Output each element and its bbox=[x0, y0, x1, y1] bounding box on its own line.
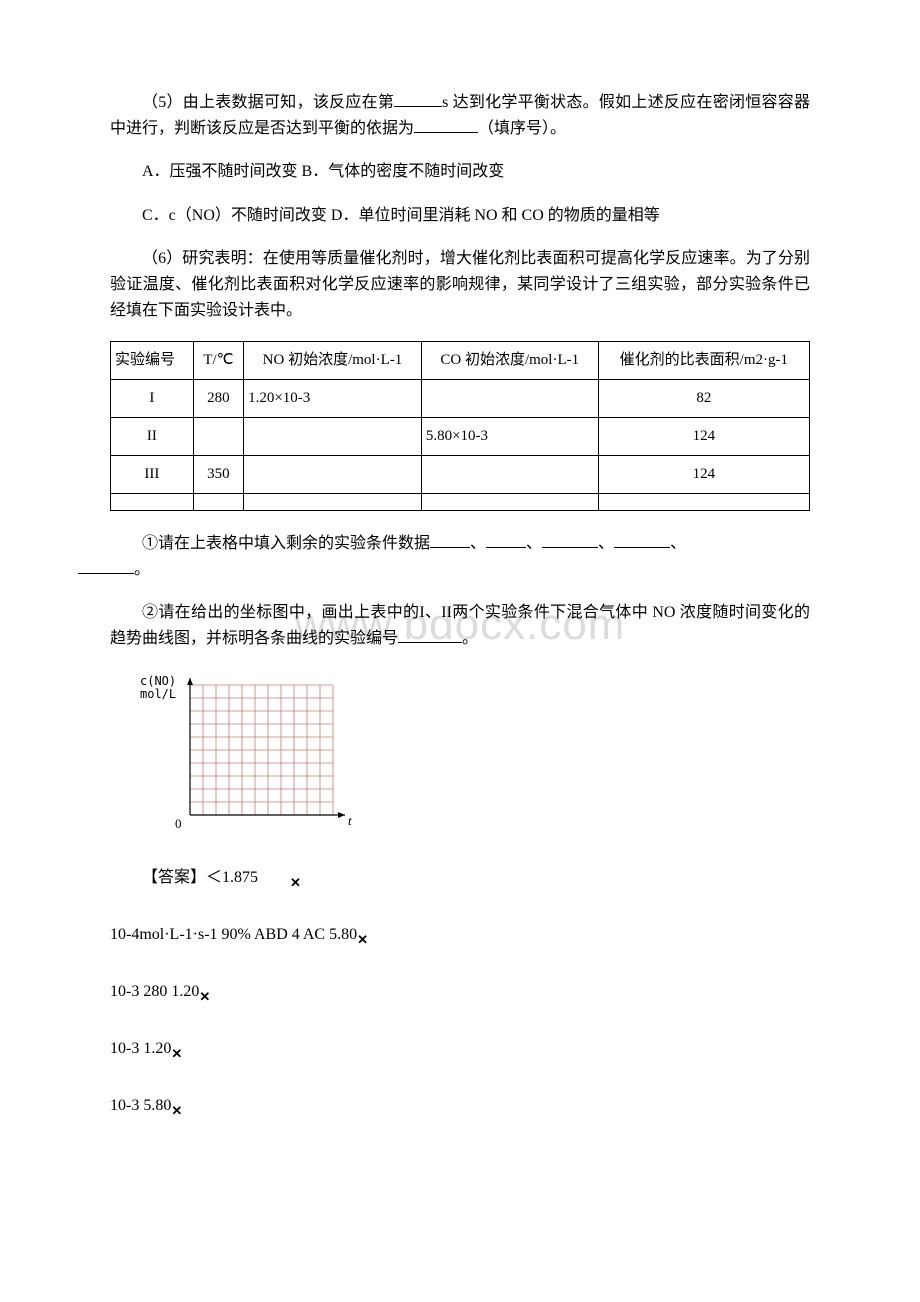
answer-2-text: 10-4mol·L-1·s-1 90% ABD 4 AC 5.80 bbox=[110, 926, 357, 943]
answer-1-text: ＜1.875 bbox=[206, 869, 258, 886]
page-content: （5）由上表数据可知，该反应在第s 达到化学平衡状态。假如上述反应在密闭恒容容器… bbox=[110, 90, 810, 1125]
graph-container: c(NO) mol/L 0 t bbox=[130, 670, 810, 840]
cell: III bbox=[111, 456, 194, 494]
question-5: （5）由上表数据可知，该反应在第s 达到化学平衡状态。假如上述反应在密闭恒容容器… bbox=[110, 90, 810, 141]
q6-2-post: 。 bbox=[462, 630, 478, 647]
blank-q61c bbox=[542, 532, 598, 548]
options-cd: C．c（NO）不随时间改变 D．单位时间里消耗 NO 和 CO 的物质的量相等 bbox=[110, 203, 810, 229]
cell: 5.80×10-3 bbox=[421, 418, 598, 456]
mult-icon: ✕ bbox=[171, 1040, 182, 1068]
cell bbox=[193, 494, 243, 511]
cell bbox=[111, 494, 194, 511]
blank-q61e bbox=[78, 558, 134, 574]
cell bbox=[244, 494, 422, 511]
blank-q62 bbox=[398, 627, 462, 643]
cell bbox=[244, 456, 422, 494]
x-axis-label: t bbox=[348, 813, 352, 828]
options-ab: A．压强不随时间改变 B．气体的密度不随时间改变 bbox=[110, 159, 810, 185]
cell: 1.20×10-3 bbox=[244, 380, 422, 418]
blank-q5a bbox=[394, 91, 442, 107]
table-row bbox=[111, 494, 810, 511]
q6-1-pre: ①请在上表格中填入剩余的实验条件数据 bbox=[142, 535, 430, 552]
cell bbox=[244, 418, 422, 456]
answer-prefix: 【答案】 bbox=[142, 869, 206, 886]
col-header: 实验编号 bbox=[111, 342, 194, 380]
blank-q5b bbox=[414, 117, 478, 133]
cell bbox=[421, 456, 598, 494]
cell: 124 bbox=[598, 418, 809, 456]
cell: I bbox=[111, 380, 194, 418]
table-row: I 280 1.20×10-3 82 bbox=[111, 380, 810, 418]
cell: 82 bbox=[598, 380, 809, 418]
origin-label: 0 bbox=[175, 816, 182, 831]
answer-3-text: 10-3 280 1.20 bbox=[110, 983, 199, 1000]
col-header: NO 初始浓度/mol·L-1 bbox=[244, 342, 422, 380]
col-header: CO 初始浓度/mol·L-1 bbox=[421, 342, 598, 380]
cell: 350 bbox=[193, 456, 243, 494]
col-header: 催化剂的比表面积/m2·g-1 bbox=[598, 342, 809, 380]
mult-icon: ✕ bbox=[357, 926, 368, 954]
mult-icon: ✕ bbox=[199, 983, 210, 1011]
q5-pre: （5）由上表数据可知，该反应在第 bbox=[142, 94, 394, 111]
table-header-row: 实验编号 T/℃ NO 初始浓度/mol·L-1 CO 初始浓度/mol·L-1… bbox=[111, 342, 810, 380]
cell bbox=[598, 494, 809, 511]
mult-icon: ✕ bbox=[258, 869, 301, 897]
col-header: T/℃ bbox=[193, 342, 243, 380]
question-6-1: ①请在上表格中填入剩余的实验条件数据、、、、。 bbox=[110, 531, 810, 582]
blank-q61d bbox=[614, 532, 670, 548]
mult-icon: ✕ bbox=[171, 1097, 182, 1125]
cell bbox=[421, 494, 598, 511]
experiment-table: 实验编号 T/℃ NO 初始浓度/mol·L-1 CO 初始浓度/mol·L-1… bbox=[110, 341, 810, 511]
question-6-2: ②请在给出的坐标图中，画出上表中的I、II两个实验条件下混合气体中 NO 浓度随… bbox=[110, 600, 810, 651]
table-row: II 5.80×10-3 124 bbox=[111, 418, 810, 456]
y-axis-label-1: c(NO) bbox=[140, 674, 176, 688]
answer-line-2: 10-4mol·L-1·s-1 90% ABD 4 AC 5.80✕ bbox=[110, 917, 810, 954]
answer-5-text: 10-3 5.80 bbox=[110, 1097, 171, 1114]
y-axis-label-2: mol/L bbox=[140, 687, 176, 701]
q5-post: （填序号）。 bbox=[478, 120, 566, 137]
blank-q61a bbox=[430, 532, 470, 548]
answer-line-3: 10-3 280 1.20✕ bbox=[110, 974, 810, 1011]
answer-4-text: 10-3 1.20 bbox=[110, 1040, 171, 1057]
answer-line-1: 【答案】＜1.875✕ bbox=[110, 860, 810, 897]
cell bbox=[421, 380, 598, 418]
blank-q61b bbox=[486, 532, 526, 548]
answer-line-5: 10-3 5.80✕ bbox=[110, 1088, 810, 1125]
cell bbox=[193, 418, 243, 456]
q6-1-post: 。 bbox=[134, 561, 150, 578]
cell: 280 bbox=[193, 380, 243, 418]
table-row: III 350 124 bbox=[111, 456, 810, 494]
question-6: （6）研究表明：在使用等质量催化剂时，增大催化剂比表面积可提高化学反应速率。为了… bbox=[110, 246, 810, 323]
answer-line-4: 10-3 1.20✕ bbox=[110, 1031, 810, 1068]
graph-svg: c(NO) mol/L 0 t bbox=[130, 670, 360, 840]
cell: II bbox=[111, 418, 194, 456]
cell: 124 bbox=[598, 456, 809, 494]
